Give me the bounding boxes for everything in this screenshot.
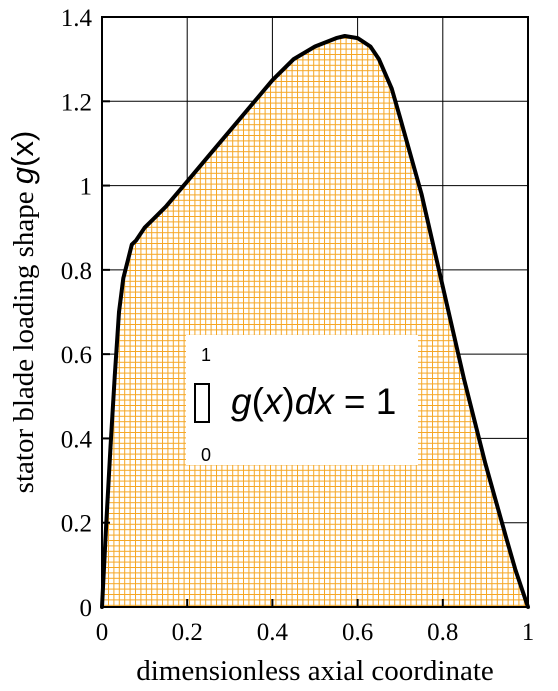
x-tick-labels: 0 0.2 0.4 0.6 0.8 1 xyxy=(96,619,535,646)
integral-rhs: = 1 xyxy=(344,381,396,422)
y-tick-label-3: 0.6 xyxy=(61,342,92,369)
integral-arg-var: x xyxy=(262,381,284,422)
y-tick-label-0: 0 xyxy=(80,595,93,622)
integral-lower-limit: 0 xyxy=(201,445,211,465)
integral-arg-open: ( xyxy=(252,381,265,422)
loading-curve xyxy=(100,34,530,609)
x-tick-label-3: 0.6 xyxy=(342,619,373,646)
x-axis-title: dimensionless axial coordinate xyxy=(136,655,494,687)
y-tick-label-5: 1 xyxy=(80,174,93,201)
y-axis-title: stator blade loading shape g(x) xyxy=(5,131,40,494)
integral-d: d xyxy=(295,381,317,422)
y-tick-label-1: 0.2 xyxy=(61,511,92,538)
x-tick-label-0: 0 xyxy=(96,619,109,646)
y-tick-label-2: 0.4 xyxy=(61,426,93,453)
integral-var: x xyxy=(313,381,335,422)
integral-symbol xyxy=(194,383,210,423)
integral-expression: g(x)dx = 1 xyxy=(231,381,396,422)
integral-arg-close: ) xyxy=(282,381,294,422)
y-tick-label-4: 0.8 xyxy=(61,258,92,285)
x-tick-label-1: 0.2 xyxy=(172,619,203,646)
integral-func: g xyxy=(231,381,252,422)
integral-upper-limit: 1 xyxy=(201,345,211,365)
y-axis-title-func: g xyxy=(5,167,40,184)
filled-area xyxy=(102,36,528,607)
y-tick-label-6: 1.2 xyxy=(61,89,92,116)
axis-ticks xyxy=(101,16,529,608)
x-tick-label-2: 0.4 xyxy=(257,619,289,646)
x-tick-label-5: 1 xyxy=(522,619,535,646)
annotation-box xyxy=(186,335,418,465)
area-layer xyxy=(100,34,530,609)
y-tick-label-7: 1.4 xyxy=(61,5,93,32)
x-tick-label-4: 0.8 xyxy=(427,619,458,646)
y-axis-title-arg: (x) xyxy=(5,131,40,167)
y-tick-labels: 0 0.2 0.4 0.6 0.8 1 1.2 1.4 xyxy=(61,5,93,622)
y-axis-title-text: stator blade loading shape xyxy=(8,184,40,493)
integral-annotation: 1 0 g(x)dx = 1 xyxy=(186,335,418,465)
plot-frame xyxy=(101,16,529,608)
